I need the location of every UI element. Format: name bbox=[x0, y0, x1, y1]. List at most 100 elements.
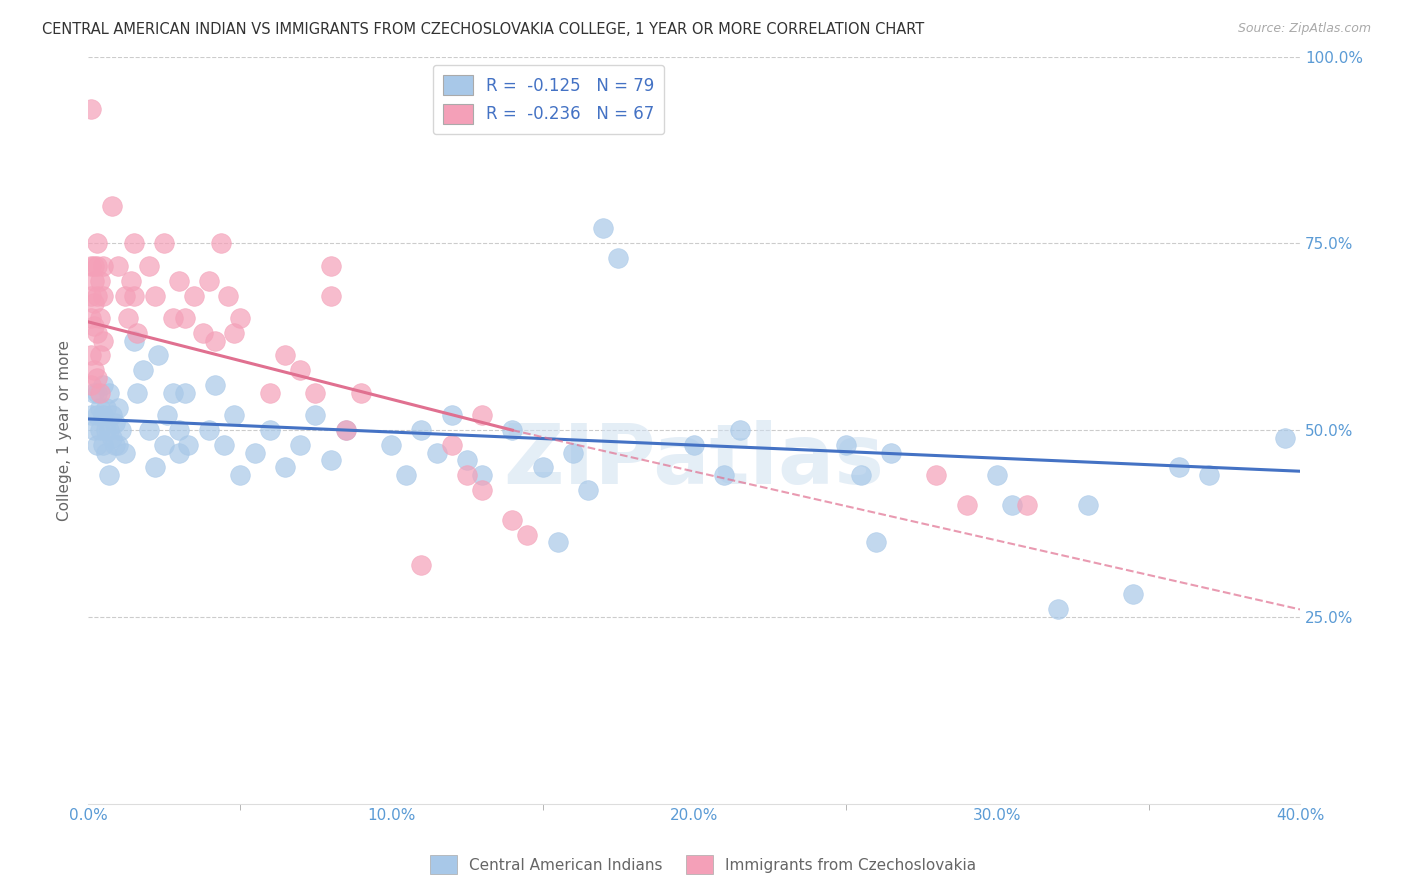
Point bbox=[576, 483, 599, 497]
Point bbox=[1046, 602, 1069, 616]
Point bbox=[96, 401, 118, 415]
Point bbox=[290, 438, 312, 452]
Point bbox=[1198, 467, 1220, 482]
Point bbox=[83, 274, 105, 288]
Point bbox=[162, 385, 184, 400]
Point bbox=[80, 378, 103, 392]
Point bbox=[167, 445, 190, 459]
Point bbox=[335, 423, 357, 437]
Point bbox=[713, 467, 735, 482]
Point bbox=[925, 467, 948, 482]
Point bbox=[177, 438, 200, 452]
Point bbox=[167, 423, 190, 437]
Point bbox=[228, 311, 250, 326]
Point bbox=[217, 289, 239, 303]
Point bbox=[211, 236, 233, 251]
Point bbox=[89, 401, 111, 415]
Legend: R =  -0.125   N = 79, R =  -0.236   N = 67: R = -0.125 N = 79, R = -0.236 N = 67 bbox=[433, 65, 665, 134]
Point bbox=[120, 274, 142, 288]
Point bbox=[426, 445, 449, 459]
Point bbox=[204, 378, 226, 392]
Point bbox=[80, 348, 103, 362]
Point bbox=[411, 423, 433, 437]
Point bbox=[96, 445, 118, 459]
Point bbox=[86, 259, 108, 273]
Point bbox=[86, 408, 108, 422]
Point bbox=[80, 259, 103, 273]
Point bbox=[440, 438, 463, 452]
Point bbox=[107, 259, 129, 273]
Point bbox=[167, 274, 190, 288]
Point bbox=[86, 289, 108, 303]
Point bbox=[96, 423, 118, 437]
Point bbox=[98, 423, 121, 437]
Point bbox=[89, 423, 111, 437]
Point bbox=[125, 326, 148, 340]
Point bbox=[319, 453, 342, 467]
Point bbox=[516, 527, 538, 541]
Point bbox=[204, 334, 226, 348]
Point bbox=[86, 326, 108, 340]
Point bbox=[471, 408, 494, 422]
Point bbox=[274, 348, 297, 362]
Point bbox=[865, 535, 887, 549]
Point bbox=[91, 259, 114, 273]
Point bbox=[561, 445, 583, 459]
Point bbox=[501, 513, 523, 527]
Point bbox=[214, 438, 236, 452]
Point bbox=[849, 467, 872, 482]
Point bbox=[243, 445, 266, 459]
Point bbox=[274, 460, 297, 475]
Legend: Central American Indians, Immigrants from Czechoslovakia: Central American Indians, Immigrants fro… bbox=[423, 849, 983, 880]
Point bbox=[86, 236, 108, 251]
Point bbox=[193, 326, 215, 340]
Point bbox=[174, 385, 197, 400]
Point bbox=[83, 423, 105, 437]
Point bbox=[547, 535, 569, 549]
Point bbox=[80, 289, 103, 303]
Point bbox=[304, 385, 326, 400]
Point bbox=[471, 467, 494, 482]
Point bbox=[114, 289, 136, 303]
Point bbox=[83, 363, 105, 377]
Point bbox=[319, 259, 342, 273]
Point bbox=[107, 438, 129, 452]
Point bbox=[122, 236, 145, 251]
Point bbox=[80, 311, 103, 326]
Point bbox=[304, 408, 326, 422]
Point bbox=[91, 334, 114, 348]
Point bbox=[153, 438, 176, 452]
Point bbox=[683, 438, 706, 452]
Point bbox=[117, 311, 139, 326]
Point bbox=[83, 385, 105, 400]
Point bbox=[834, 438, 856, 452]
Point bbox=[1167, 460, 1189, 475]
Point bbox=[153, 236, 176, 251]
Point bbox=[228, 467, 250, 482]
Point bbox=[101, 408, 124, 422]
Point bbox=[198, 274, 221, 288]
Point bbox=[411, 558, 433, 572]
Point bbox=[114, 445, 136, 459]
Point bbox=[138, 259, 160, 273]
Point bbox=[98, 385, 121, 400]
Point bbox=[143, 460, 166, 475]
Point bbox=[395, 467, 418, 482]
Point bbox=[156, 408, 179, 422]
Point bbox=[607, 252, 630, 266]
Point bbox=[162, 311, 184, 326]
Point bbox=[122, 334, 145, 348]
Point bbox=[456, 453, 478, 467]
Point bbox=[1017, 498, 1039, 512]
Point bbox=[91, 438, 114, 452]
Point bbox=[531, 460, 554, 475]
Point bbox=[1077, 498, 1099, 512]
Point bbox=[138, 423, 160, 437]
Point bbox=[259, 423, 281, 437]
Point bbox=[183, 289, 205, 303]
Point bbox=[350, 385, 373, 400]
Point bbox=[101, 431, 124, 445]
Point bbox=[107, 401, 129, 415]
Point bbox=[83, 259, 105, 273]
Point bbox=[89, 348, 111, 362]
